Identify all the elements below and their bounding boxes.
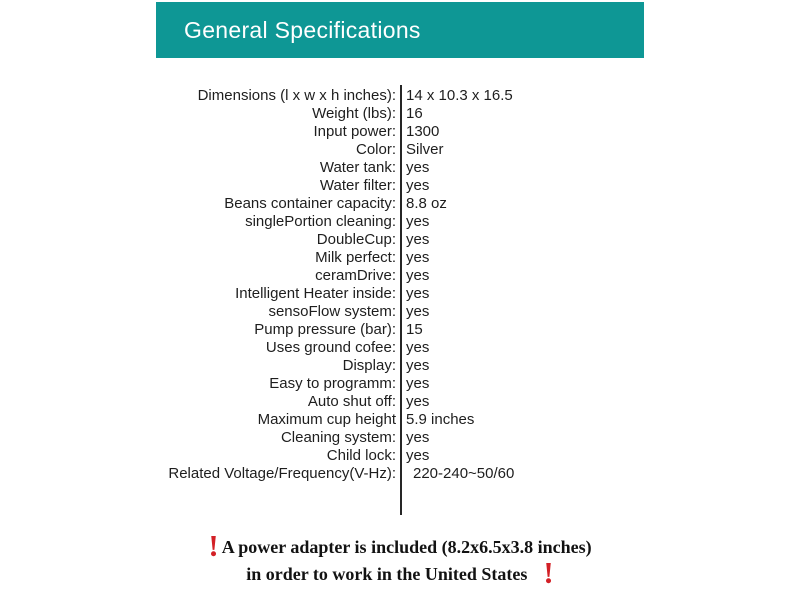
spec-value: Silver [406,141,444,158]
footer-line-1: ! A power adapter is included (8.2x6.5x3.… [0,530,800,561]
spec-label: Beans container capacity: [224,195,396,212]
spec-label: Display: [342,357,396,374]
spec-row: Child lock: yes [0,447,800,465]
footer-note: ! A power adapter is included (8.2x6.5x3.… [0,530,800,588]
spec-label: Dimensions (l x w x h inches): [197,87,396,104]
spec-value: 14 x 10.3 x 16.5 [406,87,513,104]
spec-label: DoubleCup: [316,231,396,248]
spec-row: Cleaning system: yes [0,429,800,447]
spec-value: yes [406,357,430,374]
spec-row: Water tank: yes [0,159,800,177]
spec-row: Weight (lbs): 16 [0,105,800,123]
spec-row: Related Voltage/Frequency(V-Hz): 220-240~… [0,465,800,483]
spec-row: Water filter: yes [0,177,800,195]
spec-value: yes [406,249,430,266]
spec-label: Uses ground cofee: [265,339,396,356]
exclamation-icon: ! [208,528,219,563]
spec-label: Intelligent Heater inside: [235,285,396,302]
spec-value: yes [406,267,430,284]
spec-value: yes [406,231,430,248]
spec-row: Input power: 1300 [0,123,800,141]
spec-value: 220-240~50/60 [413,465,515,482]
spec-label: Water tank: [319,159,396,176]
column-divider-line [400,85,402,515]
spec-row: Maximum cup height 5.9 inches [0,411,800,429]
footer-line-2: in order to work in the United States! [0,557,800,588]
spec-table: Dimensions (l x w x h inches): 14 x 10.3 … [0,87,800,483]
page-title: General Specifications [184,17,421,43]
spec-row: Auto shut off: yes [0,393,800,411]
spec-row: Color: Silver [0,141,800,159]
spec-value: 8.8 oz [406,195,447,212]
spec-value: 15 [406,321,423,338]
spec-value: yes [406,375,430,392]
spec-value: yes [406,447,430,464]
spec-row: Beans container capacity: 8.8 oz [0,195,800,213]
spec-label: Pump pressure (bar): [254,321,396,338]
spec-label: singlePortion cleaning: [245,213,396,230]
spec-row: DoubleCup: yes [0,231,800,249]
spec-row: Display: yes [0,357,800,375]
spec-row: sensoFlow system: yes [0,303,800,321]
spec-label: Child lock: [326,447,396,464]
spec-value: yes [406,429,430,446]
spec-value: yes [406,177,430,194]
spec-value: 1300 [406,123,440,140]
spec-value: yes [406,303,430,320]
spec-value: yes [406,285,430,302]
spec-row: Pump pressure (bar): 15 [0,321,800,339]
spec-row: ceramDrive: yes [0,267,800,285]
spec-label: Color: [355,141,396,158]
spec-label: Auto shut off: [307,393,396,410]
spec-label: sensoFlow system: [268,303,396,320]
exclamation-icon: ! [543,555,554,590]
spec-label: Maximum cup height [257,411,396,428]
spec-label: Input power: [313,123,396,140]
spec-row: Milk perfect: yes [0,249,800,267]
header-banner: General Specifications [156,2,644,58]
spec-label: Related Voltage/Frequency(V-Hz): [168,465,396,482]
spec-row: Easy to programm: yes [0,375,800,393]
spec-label: Weight (lbs): [312,105,396,122]
spec-value: yes [406,393,430,410]
spec-row: Intelligent Heater inside: yes [0,285,800,303]
spec-label: Water filter: [319,177,396,194]
spec-value: 16 [406,105,423,122]
spec-label: Milk perfect: [315,249,396,266]
spec-row: Uses ground cofee: yes [0,339,800,357]
spec-value: yes [406,339,430,356]
spec-row: Dimensions (l x w x h inches): 14 x 10.3 … [0,87,800,105]
footer-text-1: A power adapter is included (8.2x6.5x3.8… [221,537,592,557]
spec-label: Cleaning system: [280,429,396,446]
spec-value: 5.9 inches [406,411,475,428]
spec-label: Easy to programm: [269,375,396,392]
spec-row: singlePortion cleaning: yes [0,213,800,231]
spec-label: ceramDrive: [315,267,396,284]
footer-text-2: in order to work in the United States [246,564,528,584]
spec-value: yes [406,213,430,230]
spec-value: yes [406,159,430,176]
